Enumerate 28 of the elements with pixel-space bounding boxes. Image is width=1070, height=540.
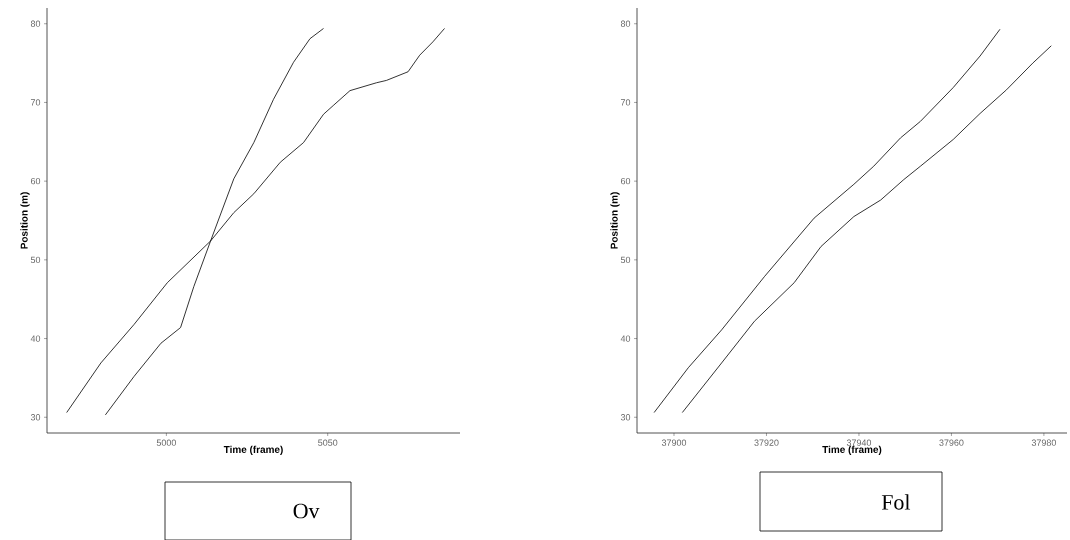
y-tick-label: 50 — [30, 256, 41, 264]
line-series — [653, 28, 1001, 413]
y-tick-label: 30 — [30, 414, 41, 421]
line-series — [66, 28, 445, 413]
x-axis-title: Time (frame) — [822, 445, 882, 455]
y-tick-label: 70 — [30, 99, 41, 106]
x-axis-title: Time (frame) — [223, 445, 283, 455]
line-series — [681, 45, 1052, 413]
y-tick-label: 80 — [30, 20, 41, 27]
text: Ov — [293, 503, 320, 519]
x-tick-label: 37900 — [661, 439, 687, 446]
y-tick-label: 70 — [620, 99, 631, 106]
y-axis-title: Position (m) — [610, 192, 620, 249]
x-tick-label: 37980 — [1031, 439, 1057, 446]
y-tick-label: 40 — [30, 335, 41, 342]
y-tick-label: 40 — [620, 335, 631, 342]
y-tick-label: 80 — [620, 20, 631, 27]
y-tick-label: 50 — [620, 256, 631, 264]
y-tick-label: 60 — [620, 177, 631, 185]
y-tick-label: 60 — [30, 177, 41, 185]
x-tick-label: 5000 — [156, 439, 177, 446]
x-tick-label: 37920 — [754, 439, 779, 446]
x-tick-label: 5050 — [318, 439, 338, 446]
x-tick-label: 37940 — [846, 439, 872, 446]
y-tick-label: 30 — [620, 414, 631, 421]
y-axis-title: Position (m) — [20, 192, 30, 249]
text: Fol — [881, 494, 911, 510]
x-tick-label: 37960 — [939, 439, 964, 446]
